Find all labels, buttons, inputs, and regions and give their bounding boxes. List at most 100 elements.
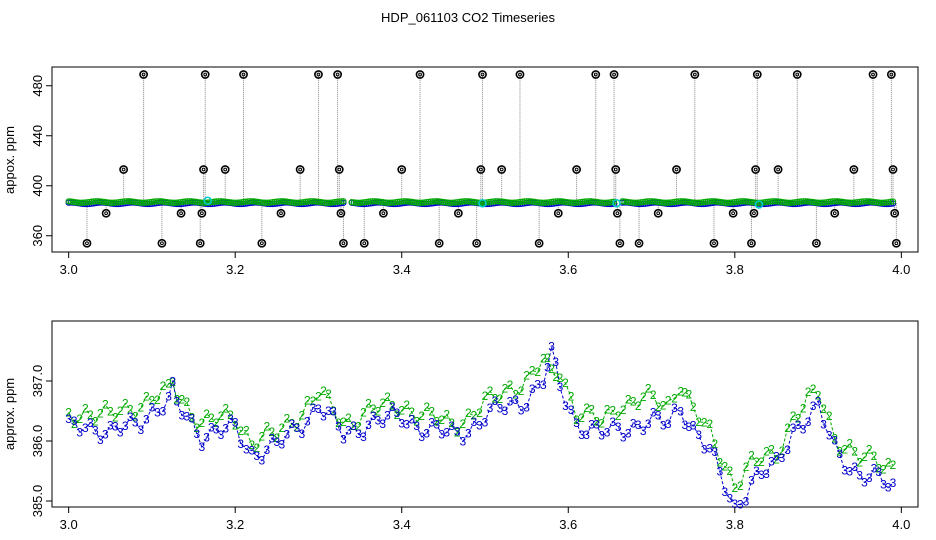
baseline-point [583,198,591,205]
baseline-point [306,198,314,205]
baseline-point [737,198,745,205]
baseline-point [629,199,636,206]
outlier-point [792,70,802,79]
baseline-point [279,198,287,205]
series-marker: 3 [117,425,124,439]
baseline-point [725,199,732,206]
baseline-point [92,198,99,205]
series-marker: 2 [273,431,280,445]
series-marker: 2 [800,402,807,416]
series-marker: 2 [604,402,611,416]
series-marker: 3 [753,464,760,478]
cyan-point [203,196,213,206]
series-marker: 3 [350,419,357,433]
series-marker: 2 [790,409,797,423]
baseline-point [196,199,203,206]
outlier-point-inner [399,167,404,172]
series-marker: 3 [288,417,295,431]
series-marker: 3 [438,427,445,441]
series-marker: 2 [82,402,89,416]
series-marker: 2 [820,402,827,416]
outlier-point-inner [418,72,422,77]
series-marker: 2 [288,417,295,431]
series-marker: 2 [443,407,450,421]
baseline-point [290,199,297,206]
outlier-point [709,238,719,248]
series-marker: 3 [660,419,667,433]
outlier-point [295,165,305,174]
series-marker: 3 [790,421,797,435]
baseline-point [554,198,562,205]
outlier-point [82,238,92,248]
series-marker: 2 [253,441,260,455]
series-marker: 2 [861,450,868,464]
baseline-point [767,198,774,205]
outlier-point-inner [892,211,897,216]
series-marker: 3 [199,440,206,454]
bottom-x-axis: 3.0 3.2 3.4 3.6 3.8 4.0 [60,507,910,532]
series-marker: 3 [127,410,134,424]
outlier-point [239,70,248,79]
series-marker: 2 [117,404,124,418]
series-marker: 2 [365,396,372,410]
series-marker: 3 [737,498,744,512]
baseline-point [504,199,512,206]
series-marker: 3 [258,454,265,468]
baseline-point [521,198,528,205]
baseline-point [461,198,468,205]
outlier-point-inner [279,211,283,216]
series-marker: 3 [394,406,401,420]
baseline-point [96,198,104,205]
series-marker: 2 [394,408,401,422]
baseline-point [644,198,651,205]
top-x-axis: 3.0 3.2 3.4 3.6 3.8 4.0 [60,252,910,277]
series-marker: 3 [890,476,897,490]
top-plot-frame [51,66,919,253]
outlier-point-inner [499,167,504,172]
series-marker: 2 [885,456,892,470]
series-marker: 3 [695,428,702,442]
series-marker: 2 [598,417,605,431]
x-tick-label: 3.4 [393,262,411,277]
series-marker: 3 [174,395,181,409]
series-marker: 2 [310,394,317,408]
outlier-point [634,238,644,248]
series-marker: 3 [598,429,605,443]
baseline-point [862,198,870,205]
baseline-point [107,199,114,206]
series-marker: 2 [753,455,760,469]
baseline-point [121,198,129,205]
series-marker: 2 [350,419,357,433]
baseline-point [356,199,364,206]
outlier-point [476,165,486,174]
top-y-axis-label: appox. ppm [2,126,17,194]
series-marker: 2 [497,392,504,406]
series-marker: 3 [635,418,642,432]
series-marker: 2 [283,412,290,426]
series-marker: 3 [293,421,300,435]
outlier-point-inner [617,241,622,246]
series-marker: 3 [534,378,541,392]
series-marker: 3 [609,415,616,429]
series-marker: 2 [345,411,352,425]
series-marker: 2 [222,402,229,416]
outlier-point-inner [198,241,203,246]
outlier-point [200,70,210,79]
baseline-point [721,199,728,206]
outlier-point [747,238,756,248]
series-marker: 2 [298,409,305,423]
series-marker: 2 [184,395,191,409]
series-marker: 2 [454,425,461,439]
series-marker: 2 [438,413,445,427]
series-marker: 2 [122,396,129,410]
baseline-point [427,198,435,205]
baseline-point [542,199,549,206]
outlier-point [515,70,525,79]
baseline-point [662,199,670,206]
series-marker: 2 [706,417,713,431]
outlier-point [672,165,681,174]
series-marker: 2 [428,405,435,419]
baseline-point [109,199,116,206]
series-marker: 3 [433,418,440,432]
series-marker: 3 [298,427,305,441]
